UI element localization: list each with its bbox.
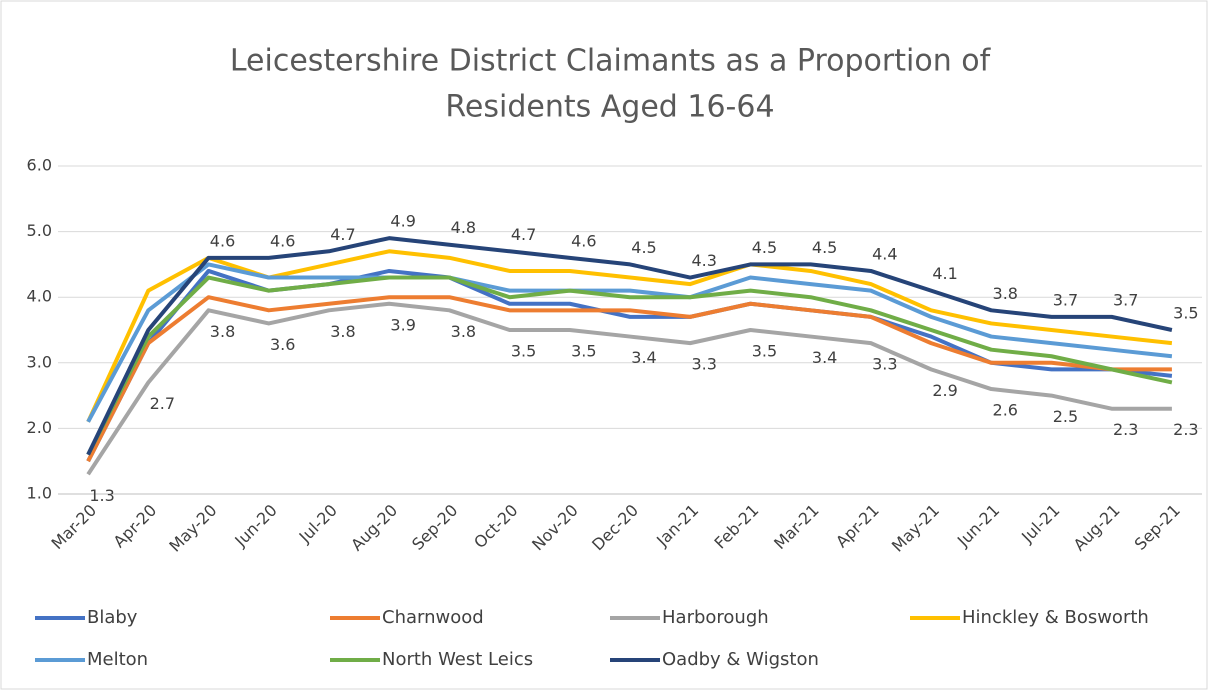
series-line (86, 275, 1173, 456)
data-label: 4.5 (631, 238, 656, 257)
data-label: 4.8 (451, 218, 476, 237)
y-tick-label: 2.0 (27, 418, 52, 437)
legend-label: Melton (87, 649, 148, 670)
legend-label: Oadby & Wigston (662, 649, 819, 670)
data-label: 3.4 (812, 348, 837, 367)
data-label: 3.7 (1053, 290, 1078, 309)
data-label: 2.3 (1173, 420, 1198, 439)
data-label: 2.3 (1113, 420, 1138, 439)
data-label: 3.8 (451, 322, 476, 341)
data-label: 2.5 (1053, 407, 1078, 426)
series-line (86, 262, 1173, 423)
y-tick-label: 3.0 (27, 352, 52, 371)
legend-label: Charnwood (382, 607, 484, 628)
y-tick-label: 4.0 (27, 287, 52, 306)
data-label: 4.1 (932, 264, 957, 283)
data-label: 2.6 (993, 401, 1018, 420)
data-label: 3.4 (631, 348, 656, 367)
data-label: 4.5 (812, 238, 837, 257)
legend-label: North West Leics (382, 649, 533, 670)
data-label: 3.7 (1113, 290, 1138, 309)
data-label: 3.5 (752, 342, 777, 361)
series-line (86, 295, 1172, 463)
y-tick-label: 5.0 (27, 221, 52, 240)
data-label: 3.9 (390, 315, 415, 334)
data-label: 4.4 (872, 244, 897, 263)
data-label: 3.8 (210, 322, 235, 341)
legend-label: Hinckley & Bosworth (962, 607, 1149, 628)
series-line (86, 301, 1172, 476)
data-label: 3.5 (1173, 304, 1198, 323)
data-label: 3.8 (330, 322, 355, 341)
data-label: 3.3 (872, 355, 897, 374)
data-label: 2.9 (932, 381, 957, 400)
data-label: 4.5 (752, 238, 777, 257)
data-label: 4.7 (330, 225, 355, 244)
chart-subtitle: Residents Aged 16-64 (445, 90, 774, 125)
data-label: 4.6 (571, 231, 596, 250)
data-label: 4.7 (511, 225, 536, 244)
data-label: 4.6 (270, 231, 295, 250)
data-label: 3.3 (691, 355, 716, 374)
data-label: 3.5 (511, 342, 536, 361)
chart-title: Leicestershire District Claimants as a P… (230, 44, 992, 79)
data-label: 3.8 (993, 284, 1018, 303)
legend-label: Blaby (87, 607, 138, 628)
legend-label: Harborough (662, 607, 769, 628)
series-line (86, 236, 1173, 456)
data-label: 3.6 (270, 335, 295, 354)
data-label: 1.3 (89, 486, 114, 505)
data-label: 4.9 (390, 212, 415, 231)
data-label: 4.6 (210, 231, 235, 250)
data-label: 4.3 (691, 251, 716, 270)
data-label: 2.7 (150, 394, 175, 413)
y-tick-label: 1.0 (27, 484, 52, 503)
data-label: 3.5 (571, 342, 596, 361)
y-tick-label: 6.0 (27, 156, 52, 175)
